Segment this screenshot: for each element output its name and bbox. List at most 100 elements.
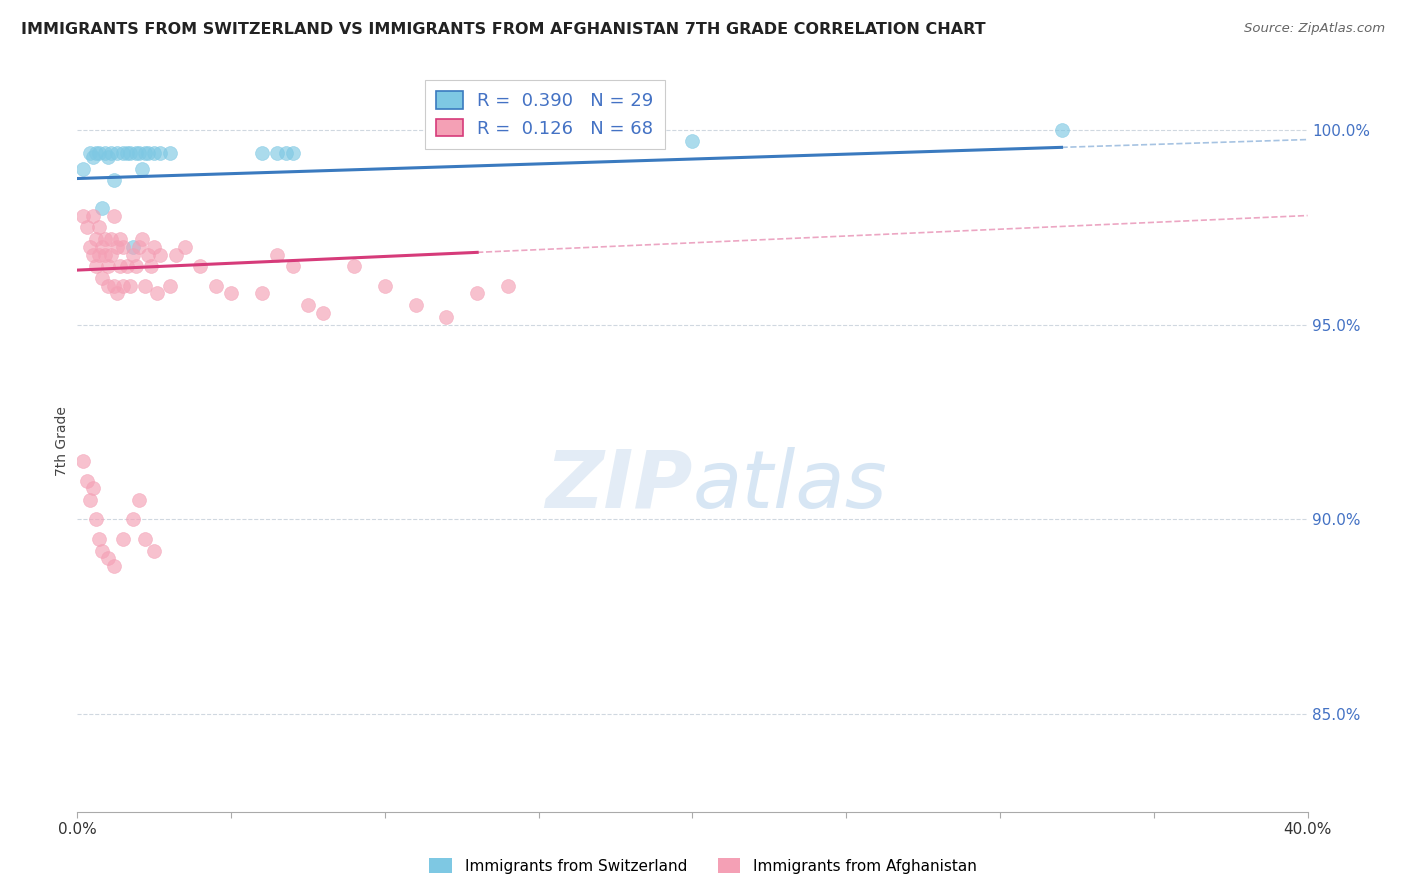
Point	[82, 150, 104, 164]
Text: atlas: atlas	[693, 447, 887, 525]
Point	[134, 278, 156, 293]
Point	[82, 247, 104, 261]
Point	[90, 271, 114, 285]
Point	[87, 247, 110, 261]
Point	[682, 135, 704, 149]
Point	[405, 298, 427, 312]
Point	[136, 146, 159, 161]
Point	[87, 146, 110, 161]
Point	[100, 232, 122, 246]
Point	[72, 161, 94, 176]
Point	[100, 146, 122, 161]
Point	[103, 209, 125, 223]
Text: Source: ZipAtlas.com: Source: ZipAtlas.com	[1244, 22, 1385, 36]
Legend: R =  0.390   N = 29, R =  0.126   N = 68: R = 0.390 N = 29, R = 0.126 N = 68	[425, 80, 665, 149]
Point	[112, 146, 135, 161]
Point	[312, 306, 335, 320]
Point	[90, 201, 114, 215]
Point	[87, 532, 110, 546]
Point	[82, 209, 104, 223]
Point	[465, 286, 488, 301]
Point	[103, 559, 125, 574]
Point	[128, 240, 150, 254]
Point	[87, 220, 110, 235]
Point	[115, 259, 138, 273]
Point	[250, 146, 273, 161]
Point	[121, 512, 143, 526]
Point	[266, 146, 288, 161]
Point	[79, 146, 101, 161]
Point	[266, 247, 288, 261]
Point	[112, 532, 135, 546]
Point	[131, 232, 153, 246]
Point	[97, 551, 120, 566]
Point	[97, 150, 120, 164]
Point	[128, 146, 150, 161]
Point	[141, 259, 163, 273]
Point	[72, 454, 94, 468]
Point	[188, 259, 212, 273]
Point	[134, 532, 156, 546]
Point	[110, 232, 132, 246]
Point	[159, 278, 181, 293]
Point	[134, 146, 156, 161]
Point	[281, 259, 304, 273]
Point	[97, 259, 120, 273]
Point	[125, 146, 148, 161]
Point	[94, 232, 117, 246]
Point	[115, 146, 138, 161]
Point	[125, 259, 148, 273]
Point	[94, 247, 117, 261]
Point	[90, 240, 114, 254]
Point	[131, 161, 153, 176]
Point	[76, 474, 98, 488]
Point	[146, 286, 169, 301]
Point	[118, 278, 141, 293]
Point	[110, 259, 132, 273]
Text: ZIP: ZIP	[546, 447, 693, 525]
Point	[436, 310, 458, 324]
Point	[97, 278, 120, 293]
Point	[374, 278, 396, 293]
Point	[76, 220, 98, 235]
Point	[100, 247, 122, 261]
Point	[121, 240, 143, 254]
Text: IMMIGRANTS FROM SWITZERLAND VS IMMIGRANTS FROM AFGHANISTAN 7TH GRADE CORRELATION: IMMIGRANTS FROM SWITZERLAND VS IMMIGRANT…	[21, 22, 986, 37]
Point	[136, 247, 159, 261]
Point	[149, 146, 172, 161]
Point	[103, 173, 125, 187]
Point	[297, 298, 319, 312]
Point	[72, 209, 94, 223]
Point	[112, 278, 135, 293]
Point	[174, 240, 197, 254]
Point	[250, 286, 273, 301]
Point	[118, 146, 141, 161]
Point	[276, 146, 298, 161]
Point	[105, 146, 128, 161]
Point	[84, 146, 107, 161]
Point	[496, 278, 519, 293]
Point	[79, 493, 101, 508]
Point	[105, 240, 128, 254]
Point	[1050, 123, 1073, 137]
Y-axis label: 7th Grade: 7th Grade	[55, 407, 69, 476]
Point	[82, 481, 104, 495]
Point	[281, 146, 304, 161]
Point	[143, 146, 166, 161]
Point	[143, 543, 166, 558]
Point	[84, 232, 107, 246]
Point	[128, 493, 150, 508]
Point	[204, 278, 226, 293]
Point	[105, 286, 128, 301]
Point	[103, 278, 125, 293]
Legend: Immigrants from Switzerland, Immigrants from Afghanistan: Immigrants from Switzerland, Immigrants …	[423, 852, 983, 880]
Point	[121, 247, 143, 261]
Point	[149, 247, 172, 261]
Point	[84, 259, 107, 273]
Point	[112, 240, 135, 254]
Point	[94, 146, 117, 161]
Point	[159, 146, 181, 161]
Point	[143, 240, 166, 254]
Point	[90, 543, 114, 558]
Point	[79, 240, 101, 254]
